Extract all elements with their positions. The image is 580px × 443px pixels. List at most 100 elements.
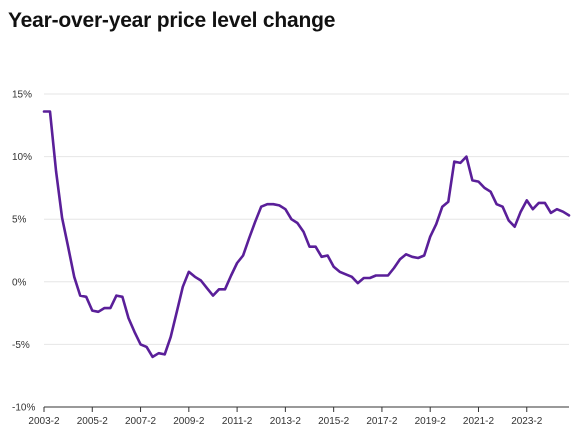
data-point (417, 257, 419, 259)
y-tick-label: 0% (12, 277, 27, 288)
data-point (447, 201, 449, 203)
data-point (308, 246, 311, 248)
x-tick-label: 2013-2 (270, 416, 302, 427)
data-point (314, 246, 317, 248)
data-point (242, 254, 244, 257)
data-point (43, 110, 45, 113)
plot-series (42, 110, 571, 359)
data-point (133, 331, 136, 333)
data-point (79, 294, 81, 297)
data-point (514, 226, 516, 228)
data-point (236, 262, 238, 264)
data-point (103, 307, 105, 309)
x-tick-label: 2023-2 (511, 416, 543, 427)
data-point (502, 206, 504, 208)
x-tick-label: 2021-2 (463, 416, 495, 427)
data-point (121, 296, 124, 298)
data-point (520, 211, 522, 213)
data-point (170, 336, 172, 338)
data-point (556, 208, 558, 210)
data-point (260, 206, 262, 208)
grid-lines (44, 93, 569, 345)
data-point (369, 277, 371, 279)
x-tick-label: 2017-2 (366, 416, 398, 427)
data-point (206, 287, 208, 289)
data-point (333, 266, 335, 268)
x-tick-label: 2003-2 (28, 416, 60, 427)
data-point (435, 223, 437, 225)
data-point (327, 254, 329, 257)
data-point (351, 276, 353, 278)
data-point (97, 311, 99, 313)
x-tick-label: 2019-2 (415, 416, 447, 427)
data-point (568, 214, 570, 217)
data-point (357, 282, 359, 284)
x-tick-label: 2007-2 (125, 416, 157, 427)
data-point (429, 236, 431, 238)
data-point (405, 253, 407, 255)
data-point (339, 271, 341, 273)
x-tick-label: 2005-2 (77, 416, 109, 427)
data-point (55, 171, 57, 173)
data-point (465, 156, 468, 158)
data-point (495, 203, 498, 205)
data-point (526, 199, 528, 202)
data-point (459, 162, 461, 164)
data-point (61, 217, 63, 219)
data-point (176, 311, 178, 313)
data-point (345, 273, 347, 275)
y-tick-label: -5% (12, 340, 30, 351)
data-point (218, 288, 220, 290)
data-point (381, 274, 383, 277)
data-point (139, 343, 142, 345)
data-point (266, 203, 268, 205)
data-point (296, 222, 299, 224)
x-tick-label: 2011-2 (222, 416, 253, 427)
x-tick-label: 2015-2 (318, 416, 350, 427)
data-point (230, 274, 232, 277)
data-point (508, 219, 510, 222)
data-point (441, 206, 443, 208)
data-point (182, 286, 184, 288)
data-point (538, 202, 540, 204)
data-point (393, 267, 395, 269)
data-point (320, 256, 323, 258)
y-tick-label: 5% (12, 215, 27, 226)
data-point (302, 231, 305, 233)
data-point (489, 191, 492, 193)
data-point (224, 288, 226, 290)
y-axis: 15% 10% 5% 0% -5% -10% (12, 90, 35, 414)
data-point (91, 309, 93, 312)
data-point (85, 296, 87, 298)
data-point (278, 204, 280, 207)
data-point (399, 258, 401, 260)
x-axis: 2003-2 2005-2 2007-2 2009-2 2011-2 2013-2 2015… (28, 406, 569, 427)
data-point (158, 352, 160, 354)
data-point (248, 237, 250, 239)
data-point (471, 179, 474, 181)
data-point (109, 307, 111, 309)
data-point (363, 277, 365, 279)
data-point (290, 218, 293, 220)
data-point (67, 246, 69, 248)
data-point (375, 274, 377, 277)
data-point (562, 211, 564, 213)
data-point (200, 279, 202, 282)
data-point (477, 181, 480, 183)
data-point (453, 161, 455, 163)
data-point (423, 254, 425, 257)
data-point (152, 356, 154, 358)
data-point (212, 294, 214, 297)
data-point (145, 346, 148, 348)
y-tick-label: 15% (12, 90, 32, 101)
data-point (532, 208, 534, 210)
data-point (115, 294, 118, 297)
data-point (483, 187, 486, 189)
y-tick-label: -10% (12, 403, 35, 414)
chart-title: Year-over-year price level change (8, 9, 336, 32)
series-line (42, 110, 571, 359)
data-point (387, 274, 389, 277)
data-point (272, 203, 274, 205)
data-point (127, 317, 130, 319)
